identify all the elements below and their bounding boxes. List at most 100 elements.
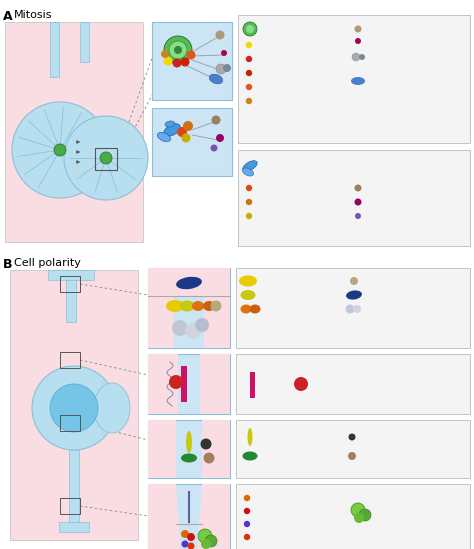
Bar — [59, 522, 89, 532]
Text: MARCKS: MARCKS — [260, 290, 295, 300]
Circle shape — [100, 152, 112, 164]
Text: Mitosis: Mitosis — [14, 10, 53, 20]
Bar — [236, 484, 470, 549]
Circle shape — [348, 434, 356, 440]
Circle shape — [223, 64, 231, 72]
Circle shape — [164, 57, 173, 65]
Bar — [60, 352, 80, 368]
Bar — [250, 372, 255, 398]
Bar — [148, 420, 176, 478]
Circle shape — [198, 529, 212, 543]
Text: Augmin: Augmin — [365, 211, 397, 221]
Ellipse shape — [240, 290, 255, 300]
Text: ARL13B: ARL13B — [254, 533, 287, 541]
Circle shape — [359, 509, 371, 521]
Text: Integrins: Integrins — [260, 305, 297, 313]
Ellipse shape — [157, 132, 171, 142]
Circle shape — [353, 305, 361, 313]
Text: CEP83: CEP83 — [254, 494, 281, 502]
Text: SPAG5: SPAG5 — [256, 211, 283, 221]
Circle shape — [182, 541, 189, 547]
Circle shape — [201, 539, 211, 549]
Polygon shape — [204, 296, 230, 348]
Circle shape — [355, 184, 362, 192]
Text: PAR complex: PAR complex — [372, 507, 427, 517]
Text: NDE1: NDE1 — [365, 25, 388, 33]
Text: FAT4: FAT4 — [258, 451, 277, 461]
Bar — [238, 150, 470, 246]
Circle shape — [186, 51, 195, 59]
Polygon shape — [148, 296, 174, 348]
Bar — [152, 22, 232, 100]
Ellipse shape — [180, 300, 194, 311]
Circle shape — [244, 521, 250, 527]
Text: Centrosome: Centrosome — [261, 25, 312, 33]
Text: TREACLE: TREACLE — [256, 198, 293, 206]
Bar — [148, 268, 230, 296]
Circle shape — [187, 533, 195, 541]
Text: CDK5RAP2: CDK5RAP2 — [256, 82, 301, 92]
Circle shape — [216, 31, 225, 40]
Text: Cell polarity: Cell polarity — [14, 258, 81, 268]
Circle shape — [174, 46, 182, 54]
Text: BIG2: BIG2 — [312, 379, 332, 389]
Circle shape — [221, 50, 227, 56]
Circle shape — [246, 213, 252, 219]
Circle shape — [351, 503, 365, 517]
Circle shape — [50, 384, 98, 432]
Circle shape — [177, 127, 187, 137]
Bar — [148, 268, 230, 348]
Bar — [148, 484, 230, 549]
Circle shape — [244, 534, 250, 540]
Ellipse shape — [165, 121, 175, 127]
Circle shape — [183, 121, 193, 131]
Circle shape — [243, 22, 257, 36]
Circle shape — [246, 84, 252, 90]
Bar — [60, 415, 80, 431]
Circle shape — [188, 542, 194, 549]
Bar — [95, 148, 117, 170]
Text: FLNA: FLNA — [259, 379, 281, 389]
Circle shape — [54, 144, 66, 156]
Text: CENPJ: CENPJ — [254, 507, 279, 516]
Circle shape — [172, 320, 188, 336]
Circle shape — [346, 305, 355, 313]
Circle shape — [181, 530, 189, 538]
Text: B: B — [3, 258, 12, 271]
Bar — [50, 22, 59, 77]
Circle shape — [181, 58, 190, 66]
Text: CENPJ: CENPJ — [256, 69, 281, 77]
Circle shape — [64, 116, 148, 200]
Circle shape — [246, 56, 252, 62]
Text: LIS1/NDEL1/: LIS1/NDEL1/ — [365, 48, 416, 58]
Ellipse shape — [239, 276, 257, 287]
Bar — [148, 354, 178, 414]
Circle shape — [355, 199, 362, 205]
Circle shape — [173, 59, 182, 68]
Ellipse shape — [186, 431, 192, 453]
Circle shape — [216, 134, 224, 142]
Text: GPR56: GPR56 — [260, 277, 288, 285]
Text: /Dynein: /Dynein — [365, 82, 398, 92]
Circle shape — [205, 535, 217, 547]
Circle shape — [216, 64, 226, 74]
Text: MCPH1: MCPH1 — [256, 54, 286, 64]
Circle shape — [244, 495, 250, 501]
Ellipse shape — [249, 305, 261, 313]
Ellipse shape — [176, 277, 202, 289]
Ellipse shape — [166, 300, 184, 312]
Circle shape — [352, 53, 360, 61]
Text: TREACLE: TREACLE — [256, 97, 293, 105]
Ellipse shape — [243, 451, 257, 461]
Circle shape — [246, 42, 252, 48]
Bar — [60, 276, 80, 292]
Circle shape — [246, 98, 252, 104]
Circle shape — [211, 115, 220, 125]
Bar — [5, 22, 143, 242]
Circle shape — [203, 452, 215, 463]
Text: EML1: EML1 — [365, 198, 387, 206]
Bar — [60, 498, 80, 514]
Circle shape — [32, 366, 116, 450]
Bar — [238, 15, 470, 143]
Ellipse shape — [181, 453, 197, 462]
